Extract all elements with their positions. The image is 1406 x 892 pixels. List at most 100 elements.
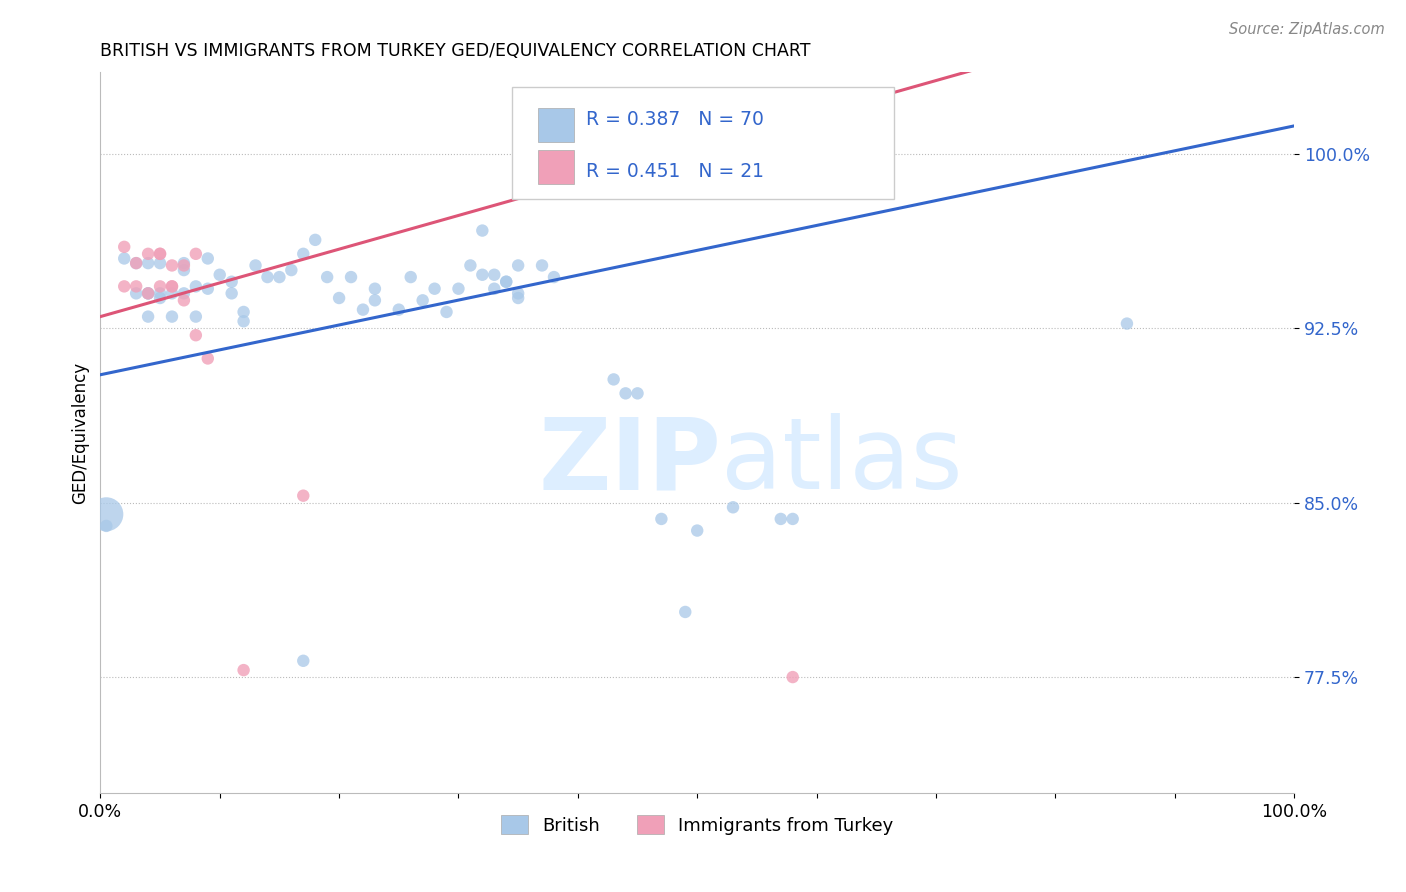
Text: atlas: atlas [721,413,963,510]
Point [208,268,231,282]
Point [149,247,172,261]
Point [328,291,350,305]
Point [149,256,172,270]
Point [136,247,159,261]
Point [626,386,648,401]
Point [125,256,148,270]
Point [149,291,172,305]
Point [136,286,159,301]
Point [232,314,254,328]
Point [221,275,243,289]
Point [292,489,315,503]
Point [484,268,506,282]
Point [173,259,195,273]
Point [388,302,411,317]
Point [112,279,135,293]
Point [650,512,672,526]
FancyBboxPatch shape [538,150,574,184]
Point [721,500,744,515]
Point [399,270,422,285]
Text: BRITISH VS IMMIGRANTS FROM TURKEY GED/EQUIVALENCY CORRELATION CHART: BRITISH VS IMMIGRANTS FROM TURKEY GED/EQ… [100,42,811,60]
Point [125,279,148,293]
Text: Source: ZipAtlas.com: Source: ZipAtlas.com [1229,22,1385,37]
Point [173,286,195,301]
Point [508,291,530,305]
Point [769,512,792,526]
Point [125,256,148,270]
FancyBboxPatch shape [538,108,574,143]
Point [173,256,195,270]
Point [484,282,506,296]
Point [316,270,339,285]
Point [471,268,494,282]
Point [364,293,387,308]
Point [495,275,517,289]
Text: ZIP: ZIP [538,413,721,510]
Point [160,310,183,324]
Point [112,240,135,254]
Point [447,282,470,296]
Point [125,286,148,301]
Point [136,286,159,301]
Point [136,286,159,301]
Point [184,310,207,324]
Point [160,259,183,273]
Point [197,351,219,366]
Point [256,270,278,285]
Point [149,247,172,261]
Point [197,282,219,296]
Point [184,279,207,293]
Point [352,302,374,317]
Point [673,605,696,619]
Point [232,305,254,319]
Point [543,270,565,285]
Point [602,372,624,386]
Point [96,508,118,522]
Point [221,286,243,301]
Point [495,275,517,289]
Legend: British, Immigrants from Turkey: British, Immigrants from Turkey [501,815,893,835]
Point [436,305,458,319]
Point [292,247,315,261]
Point [160,286,183,301]
Point [232,663,254,677]
Point [280,263,302,277]
Point [245,259,267,273]
Point [471,223,494,237]
Point [173,263,195,277]
Point [160,279,183,293]
Point [136,310,159,324]
Point [269,270,291,285]
Point [184,247,207,261]
Point [364,282,387,296]
Point [412,293,434,308]
Point [136,256,159,270]
Point [508,259,530,273]
Point [197,252,219,266]
Point [614,386,637,401]
Point [782,670,804,684]
Text: R = 0.451   N = 21: R = 0.451 N = 21 [586,162,765,181]
Point [531,259,554,273]
Point [149,279,172,293]
Point [423,282,446,296]
Point [304,233,326,247]
Point [173,293,195,308]
Point [686,524,709,538]
Text: R = 0.387   N = 70: R = 0.387 N = 70 [586,110,763,129]
Point [567,146,589,161]
Point [160,279,183,293]
Y-axis label: GED/Equivalency: GED/Equivalency [72,362,89,504]
Point [149,286,172,301]
Point [519,146,541,161]
FancyBboxPatch shape [512,87,894,199]
Point [96,519,118,533]
Point [460,259,482,273]
Point [508,286,530,301]
Point [340,270,363,285]
Point [554,146,576,161]
Point [782,512,804,526]
Point [1116,317,1139,331]
Point [292,654,315,668]
Point [112,252,135,266]
